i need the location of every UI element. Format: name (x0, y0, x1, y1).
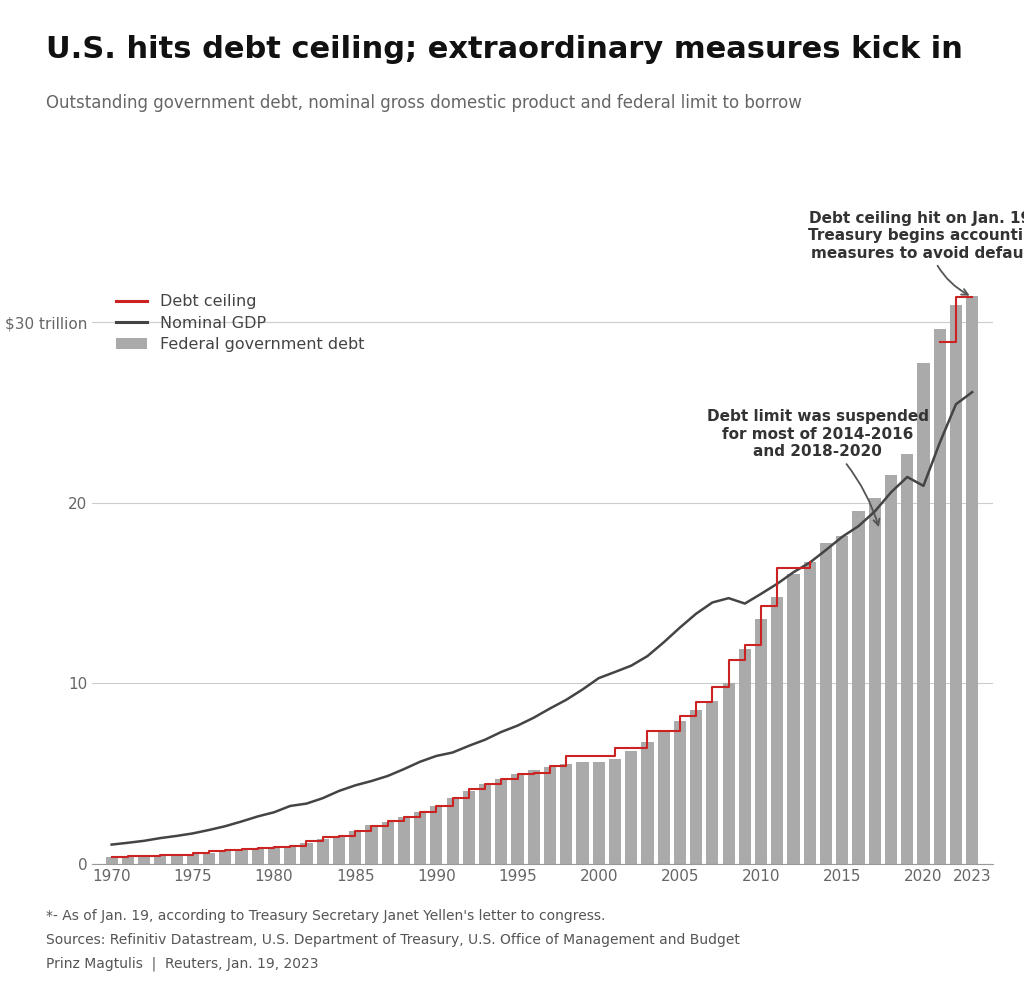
Bar (284, 846, 296, 864)
Bar (333, 835, 345, 864)
Bar (349, 831, 361, 864)
Text: Debt limit was suspended
for most of 2014-2016
and 2018-2020: Debt limit was suspended for most of 201… (707, 409, 929, 525)
Bar (527, 770, 540, 864)
Bar (479, 784, 492, 864)
Bar (657, 731, 670, 864)
Bar (787, 574, 800, 864)
Bar (901, 454, 913, 864)
Legend: Debt ceiling, Nominal GDP, Federal government debt: Debt ceiling, Nominal GDP, Federal gover… (110, 288, 371, 358)
Bar (122, 857, 134, 864)
Bar (496, 780, 508, 864)
Bar (885, 476, 897, 864)
Bar (219, 851, 231, 864)
Text: U.S. hits debt ceiling; extraordinary measures kick in: U.S. hits debt ceiling; extraordinary me… (46, 35, 963, 64)
Bar (918, 362, 930, 864)
Bar (463, 790, 475, 864)
Bar (593, 762, 605, 864)
Bar (382, 821, 394, 864)
Bar (414, 812, 426, 864)
Bar (203, 853, 215, 864)
Text: Outstanding government debt, nominal gross domestic product and federal limit to: Outstanding government debt, nominal gro… (46, 94, 802, 112)
Bar (771, 597, 783, 864)
Bar (966, 296, 978, 864)
Bar (723, 683, 734, 864)
Bar (511, 775, 523, 864)
Bar (690, 710, 702, 864)
Bar (738, 648, 751, 864)
Bar (268, 847, 281, 864)
Bar (934, 329, 946, 864)
Bar (641, 742, 653, 864)
Text: Prinz Magtulis  |  Reuters, Jan. 19, 2023: Prinz Magtulis | Reuters, Jan. 19, 2023 (46, 956, 318, 971)
Bar (837, 536, 848, 864)
Bar (397, 817, 410, 864)
Bar (755, 619, 767, 864)
Bar (366, 825, 378, 864)
Bar (186, 854, 199, 864)
Bar (544, 767, 556, 864)
Text: Debt ceiling hit on Jan. 19*.
Treasury begins accounting
measures to avoid defau: Debt ceiling hit on Jan. 19*. Treasury b… (808, 211, 1024, 295)
Text: Sources: Refinitiv Datastream, U.S. Department of Treasury, U.S. Office of Manag: Sources: Refinitiv Datastream, U.S. Depa… (46, 933, 740, 947)
Bar (625, 752, 637, 864)
Text: *- As of Jan. 19, according to Treasury Secretary Janet Yellen's letter to congr: *- As of Jan. 19, according to Treasury … (46, 909, 605, 922)
Bar (138, 856, 151, 864)
Bar (560, 764, 572, 864)
Bar (674, 721, 686, 864)
Bar (236, 850, 248, 864)
Bar (852, 510, 864, 864)
Bar (446, 797, 459, 864)
Bar (577, 762, 589, 864)
Bar (820, 543, 833, 864)
Bar (105, 857, 118, 864)
Bar (155, 855, 167, 864)
Bar (707, 701, 719, 864)
Bar (868, 498, 881, 864)
Bar (171, 855, 182, 864)
Bar (300, 843, 312, 864)
Bar (430, 805, 442, 864)
Bar (804, 562, 816, 864)
Bar (950, 306, 962, 864)
Bar (316, 839, 329, 864)
Bar (252, 849, 264, 864)
Bar (609, 759, 622, 864)
